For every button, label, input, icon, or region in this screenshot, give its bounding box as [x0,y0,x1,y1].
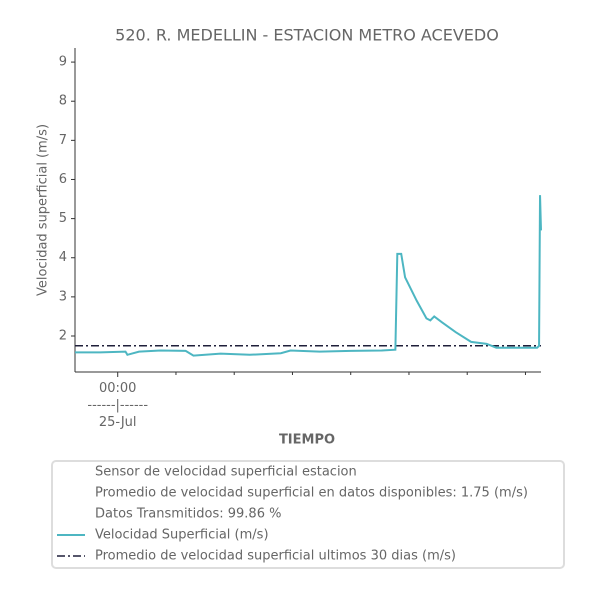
chart-title: 520. R. MEDELLIN - ESTACION METRO ACEVED… [115,26,499,45]
y-tick-label: 9 [59,55,67,70]
series-line [75,195,542,357]
legend-box [51,460,565,569]
y-tick-label: 3 [59,289,67,304]
y-axis-label: Velocidad superficial (m/s) [36,124,51,296]
legend-note: Datos Transmitidos: 99.86 % [95,507,281,522]
legend-label: Velocidad Superficial (m/s) [95,528,269,543]
x-tick-label: 00:00 ------|------25-Jul [87,381,148,430]
y-tick-label: 8 [59,94,67,109]
y-tick-label: 5 [59,211,67,226]
legend-label: Promedio de velocidad superficial ultimo… [95,549,456,564]
legend-note: Promedio de velocidad superficial en dat… [95,486,528,501]
x-axis-label: TIEMPO [279,433,335,448]
legend-note: Sensor de velocidad superficial estacion [95,465,357,480]
y-tick-label: 2 [59,329,67,344]
y-tick-label: 4 [59,250,67,265]
y-tick-label: 7 [59,133,67,148]
y-tick-label: 6 [59,172,67,187]
